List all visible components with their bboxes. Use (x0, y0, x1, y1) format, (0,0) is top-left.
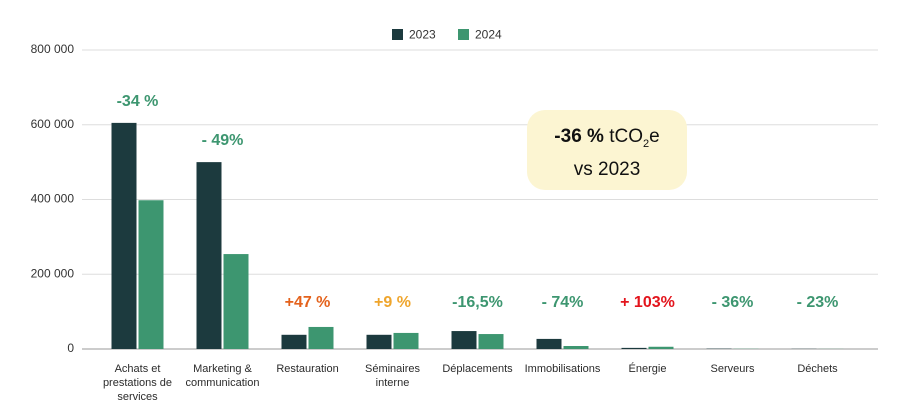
callout-unit-end: e (649, 126, 660, 147)
bar (366, 334, 392, 349)
bar (223, 254, 249, 349)
y-tick-label: 400 000 (31, 192, 75, 206)
annotation: + 103% (620, 294, 675, 311)
callout-value: -36 % (554, 126, 604, 147)
legend-swatch (392, 29, 403, 40)
annotation: -16,5% (452, 294, 503, 311)
y-tick-label: 0 (67, 341, 74, 355)
legend-label: 2024 (475, 28, 502, 42)
x-tick-label: Déplacements (442, 363, 513, 375)
x-tick-label: Déchets (797, 363, 838, 375)
x-tick-label: Achats et prestations de services (102, 363, 173, 403)
annotation: - 49% (201, 132, 244, 150)
y-tick-label: 200 000 (31, 266, 75, 280)
callout-unit-sub: 2 (643, 137, 650, 150)
bar (451, 331, 477, 349)
bar (621, 347, 647, 349)
y-tick-label: 600 000 (31, 117, 75, 131)
bar (536, 338, 562, 349)
x-tick-label: Séminaires interne (364, 363, 421, 389)
bar (281, 334, 307, 349)
annotation: +47 % (284, 294, 331, 311)
bar (563, 346, 589, 349)
x-tick-label: Serveurs (710, 363, 755, 375)
annotation: - 74% (541, 294, 584, 311)
bar (393, 332, 419, 349)
legend-swatch (458, 29, 469, 40)
callout: -36 % tCO2e vs 2023 (527, 110, 687, 190)
bar (308, 326, 334, 349)
legend-label: 2023 (409, 28, 436, 42)
bar (111, 122, 137, 349)
bar (648, 346, 674, 349)
bar (138, 200, 164, 349)
annotation: +9 % (374, 294, 411, 311)
annotation: -34 % (116, 92, 159, 110)
callout-unit: tCO (609, 126, 643, 147)
callout-line2: vs 2023 (573, 158, 641, 180)
annotation: - 36% (711, 294, 754, 311)
annotation: - 23% (796, 294, 839, 311)
x-tick-label: Marketing & communication (185, 363, 260, 389)
bar (478, 334, 504, 349)
x-tick-label: Restauration (276, 363, 339, 375)
y-tick-label: 800 000 (31, 42, 75, 56)
x-tick-label: Énergie (628, 363, 667, 375)
bar (196, 162, 222, 349)
x-tick-label: Immobilisations (524, 363, 601, 375)
